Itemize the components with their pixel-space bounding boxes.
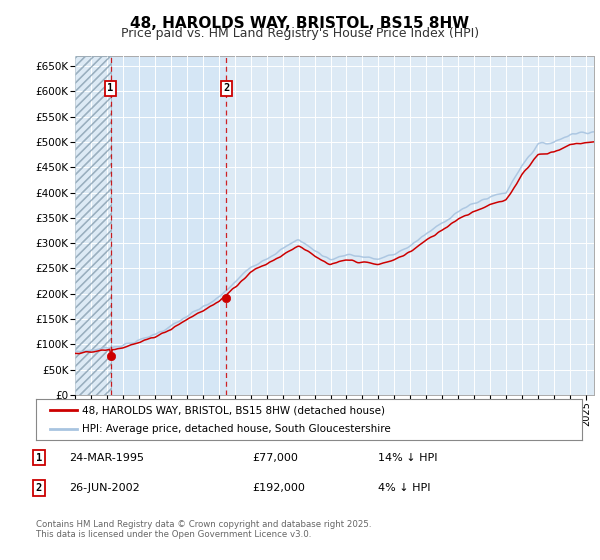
Text: 14% ↓ HPI: 14% ↓ HPI [378,452,437,463]
Text: 4% ↓ HPI: 4% ↓ HPI [378,483,431,493]
Text: 1: 1 [36,452,42,463]
Text: Contains HM Land Registry data © Crown copyright and database right 2025.
This d: Contains HM Land Registry data © Crown c… [36,520,371,539]
Text: 48, HAROLDS WAY, BRISTOL, BS15 8HW (detached house): 48, HAROLDS WAY, BRISTOL, BS15 8HW (deta… [82,405,385,415]
Text: 24-MAR-1995: 24-MAR-1995 [69,452,144,463]
Polygon shape [75,56,110,395]
Text: HPI: Average price, detached house, South Gloucestershire: HPI: Average price, detached house, Sout… [82,424,391,433]
Text: 48, HAROLDS WAY, BRISTOL, BS15 8HW: 48, HAROLDS WAY, BRISTOL, BS15 8HW [130,16,470,31]
Text: Price paid vs. HM Land Registry's House Price Index (HPI): Price paid vs. HM Land Registry's House … [121,27,479,40]
Polygon shape [110,56,226,395]
Text: 2: 2 [223,83,230,93]
Text: 2: 2 [36,483,42,493]
Text: £192,000: £192,000 [252,483,305,493]
Text: 1: 1 [107,83,114,93]
Text: £77,000: £77,000 [252,452,298,463]
Text: 26-JUN-2002: 26-JUN-2002 [69,483,140,493]
